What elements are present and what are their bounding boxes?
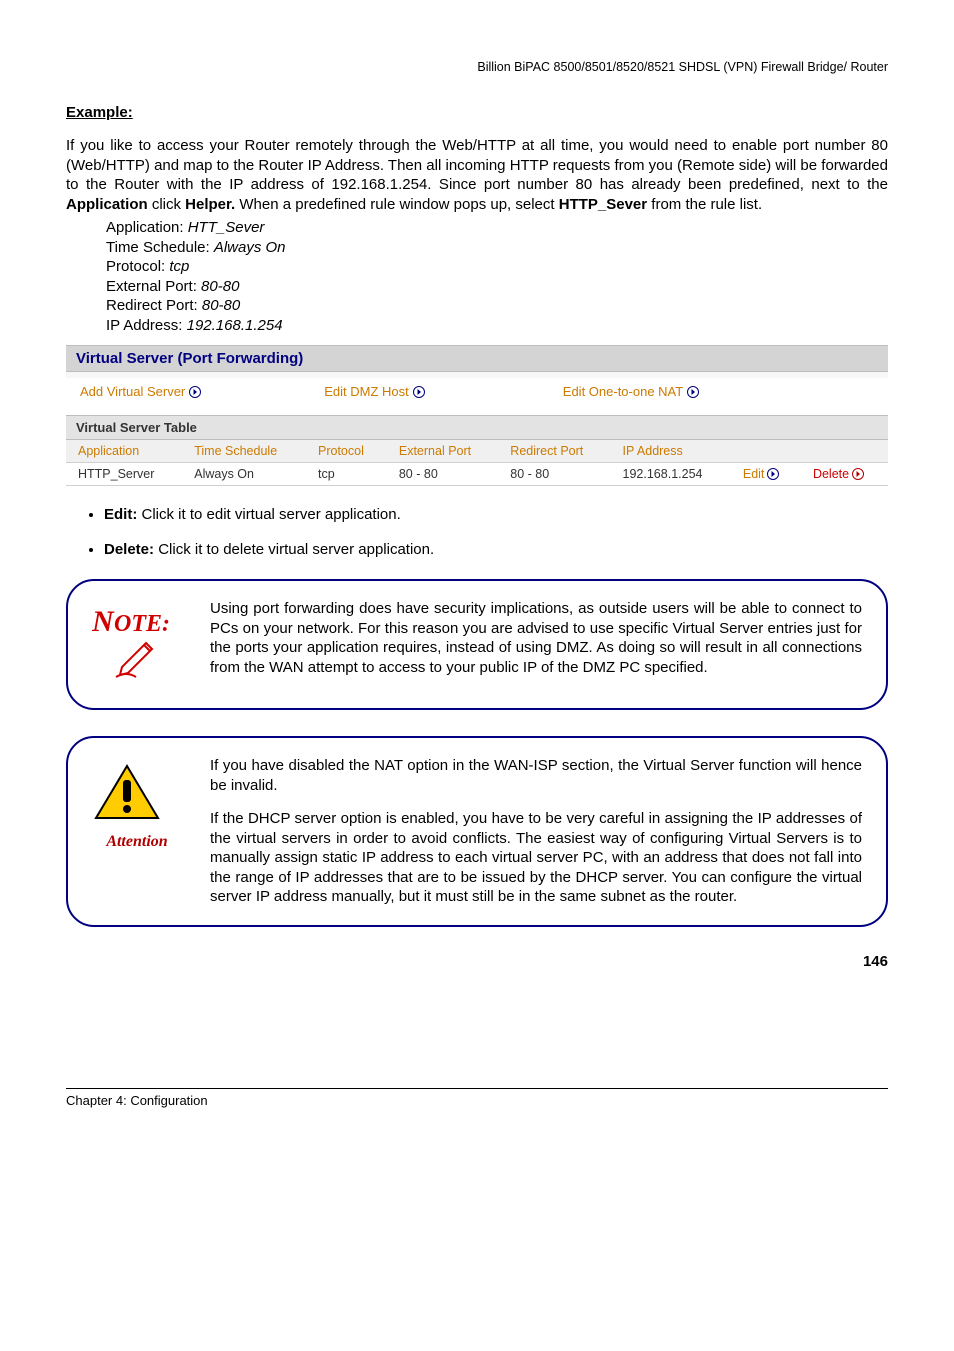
header-product-line: Billion BiPAC 8500/8501/8520/8521 SHDSL … bbox=[66, 60, 888, 74]
arrow-right-icon bbox=[687, 386, 699, 398]
virtual-server-title: Virtual Server (Port Forwarding) bbox=[66, 345, 888, 372]
bullet-delete-text: Click it to delete virtual server applic… bbox=[154, 541, 434, 558]
virtual-server-table-title: Virtual Server Table bbox=[66, 415, 888, 440]
param-timeschedule-label: Time Schedule: bbox=[106, 239, 214, 256]
param-extport-label: External Port: bbox=[106, 278, 201, 295]
para-part2: click bbox=[148, 196, 186, 213]
list-item: Delete: Click it to delete virtual serve… bbox=[104, 539, 888, 562]
footer: Chapter 4: Configuration bbox=[66, 1088, 888, 1108]
cell-timeschedule: Always On bbox=[182, 463, 306, 486]
arrow-right-icon bbox=[413, 386, 425, 398]
note-graphic: N OTE: bbox=[92, 599, 182, 690]
note-box: N OTE: Using port forwarding does have s… bbox=[66, 579, 888, 710]
virtual-server-panel: Virtual Server (Port Forwarding) Add Vir… bbox=[66, 345, 888, 486]
arrow-right-icon bbox=[852, 468, 864, 480]
example-paragraph: If you like to access your Router remote… bbox=[66, 136, 888, 214]
arrow-right-icon bbox=[767, 468, 779, 480]
para-part3: When a predefined rule window pops up, s… bbox=[235, 196, 559, 213]
edit-one-to-one-nat-link[interactable]: Edit One-to-one NAT bbox=[549, 384, 713, 399]
bullet-delete-bold: Delete: bbox=[104, 541, 154, 558]
bullet-list: Edit: Click it to edit virtual server ap… bbox=[66, 504, 888, 561]
bullet-edit-text: Click it to edit virtual server applicat… bbox=[137, 506, 400, 523]
delete-button[interactable]: Delete bbox=[813, 467, 876, 481]
note-icon: N OTE: bbox=[92, 605, 182, 685]
param-application-value: HTT_Sever bbox=[188, 219, 265, 236]
param-application-label: Application: bbox=[106, 219, 188, 236]
col-edit bbox=[731, 440, 801, 463]
col-ipaddress: IP Address bbox=[611, 440, 731, 463]
attention-label: Attention bbox=[92, 833, 182, 851]
edit-one-to-one-nat-label: Edit One-to-one NAT bbox=[563, 384, 683, 399]
attention-graphic: Attention bbox=[92, 756, 182, 851]
cell-redirectport: 80 - 80 bbox=[498, 463, 610, 486]
svg-text:N: N bbox=[92, 605, 115, 638]
col-redirectport: Redirect Port bbox=[498, 440, 610, 463]
col-delete bbox=[801, 440, 888, 463]
edit-dmz-host-label: Edit DMZ Host bbox=[324, 384, 409, 399]
para-bold-helper: Helper. bbox=[185, 196, 235, 213]
param-timeschedule-value: Always On bbox=[214, 239, 286, 256]
attention-p2: If the DHCP server option is enabled, yo… bbox=[210, 809, 862, 907]
edit-button[interactable]: Edit bbox=[743, 467, 789, 481]
delete-label: Delete bbox=[813, 467, 849, 481]
col-protocol: Protocol bbox=[306, 440, 387, 463]
attention-text: If you have disabled the NAT option in t… bbox=[210, 756, 862, 907]
warning-icon bbox=[92, 762, 162, 822]
para-part4: from the rule list. bbox=[647, 196, 762, 213]
col-application: Application bbox=[66, 440, 182, 463]
param-protocol-value: tcp bbox=[169, 258, 189, 275]
virtual-server-links-row: Add Virtual Server Edit DMZ Host Edit On… bbox=[66, 378, 888, 405]
param-ip-value: 192.168.1.254 bbox=[187, 317, 283, 334]
para-bold-httpserver: HTTP_Sever bbox=[559, 196, 647, 213]
note-text: Using port forwarding does have security… bbox=[210, 599, 862, 677]
add-virtual-server-label: Add Virtual Server bbox=[80, 384, 185, 399]
cell-ipaddress: 192.168.1.254 bbox=[611, 463, 731, 486]
footer-chapter: Chapter 4: Configuration bbox=[66, 1093, 208, 1108]
para-bold-application: Application bbox=[66, 196, 148, 213]
attention-box: Attention If you have disabled the NAT o… bbox=[66, 736, 888, 927]
param-extport-value: 80-80 bbox=[201, 278, 239, 295]
param-redirport-value: 80-80 bbox=[202, 297, 240, 314]
param-redirport-label: Redirect Port: bbox=[106, 297, 202, 314]
param-ip-label: IP Address: bbox=[106, 317, 187, 334]
table-row: HTTP_Server Always On tcp 80 - 80 80 - 8… bbox=[66, 463, 888, 486]
virtual-server-table: Application Time Schedule Protocol Exter… bbox=[66, 440, 888, 486]
list-item: Edit: Click it to edit virtual server ap… bbox=[104, 504, 888, 527]
example-heading: Example: bbox=[66, 104, 888, 121]
page-number: 146 bbox=[66, 953, 888, 970]
attention-p1: If you have disabled the NAT option in t… bbox=[210, 756, 862, 795]
param-protocol-label: Protocol: bbox=[106, 258, 169, 275]
cell-externalport: 80 - 80 bbox=[387, 463, 498, 486]
params-block: Application: HTT_Sever Time Schedule: Al… bbox=[106, 218, 888, 335]
cell-protocol: tcp bbox=[306, 463, 387, 486]
edit-dmz-host-link[interactable]: Edit DMZ Host bbox=[310, 384, 439, 399]
para-part1: If you like to access your Router remote… bbox=[66, 137, 888, 193]
bullet-edit-bold: Edit: bbox=[104, 506, 137, 523]
edit-label: Edit bbox=[743, 467, 765, 481]
table-header-row: Application Time Schedule Protocol Exter… bbox=[66, 440, 888, 463]
add-virtual-server-link[interactable]: Add Virtual Server bbox=[66, 384, 215, 399]
arrow-right-icon bbox=[189, 386, 201, 398]
cell-application: HTTP_Server bbox=[66, 463, 182, 486]
col-externalport: External Port bbox=[387, 440, 498, 463]
col-timeschedule: Time Schedule bbox=[182, 440, 306, 463]
svg-text:OTE:: OTE: bbox=[114, 611, 170, 637]
